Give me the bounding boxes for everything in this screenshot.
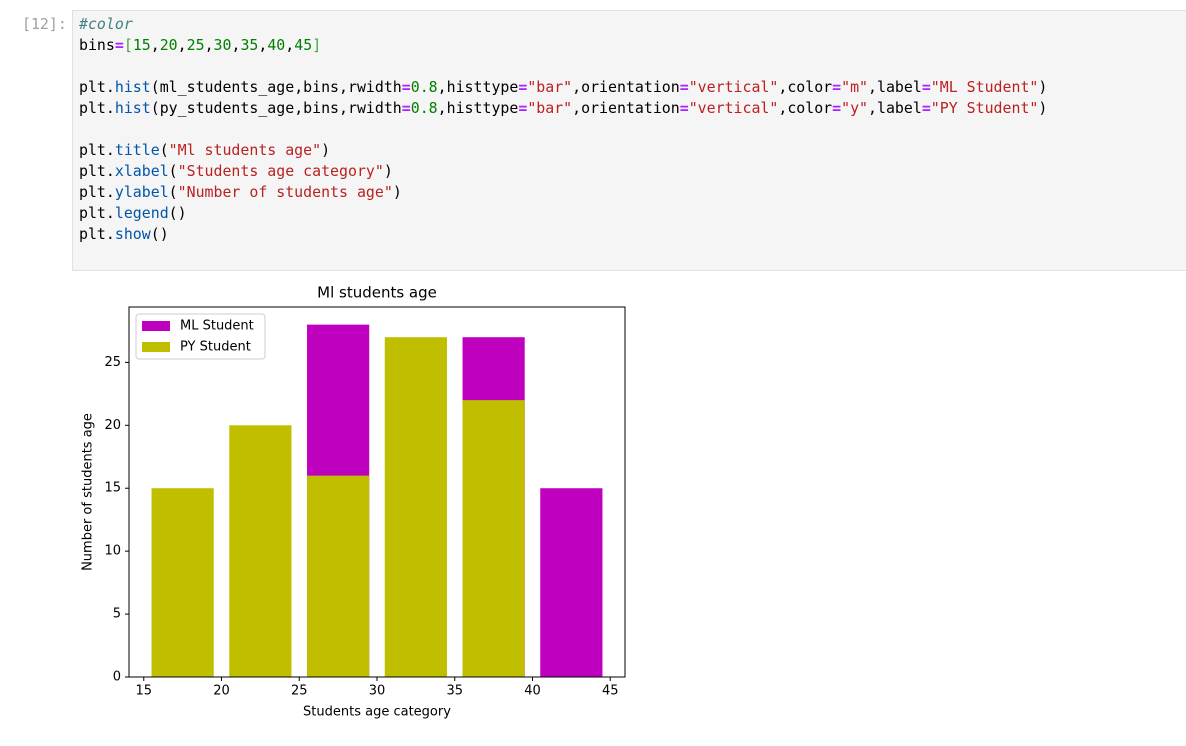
code-line: plt.ylabel("Number of students age") xyxy=(79,183,402,201)
y-tick-label: 25 xyxy=(104,355,121,370)
code-line: plt.title("Ml students age") xyxy=(79,141,331,159)
x-tick-label: 25 xyxy=(291,684,308,699)
legend-swatch xyxy=(142,321,170,331)
y-tick-label: 20 xyxy=(104,418,121,433)
code-line: plt.legend() xyxy=(79,204,187,222)
code-cell[interactable] xyxy=(72,10,1186,271)
y-tick-label: 10 xyxy=(104,544,121,559)
code: #color bins=[15,20,25,30,35,40,45] plt.his… xyxy=(79,14,1047,266)
y-tick-label: 0 xyxy=(113,670,121,685)
bar xyxy=(384,337,447,677)
code-block: plt.hist(ml_students_age,bins,rwidth=0.8… xyxy=(79,77,1047,119)
chart: 15 20 25 30 35 40 45 0 5 10 15 20 25 Ml students age S… xyxy=(81,284,626,720)
code-line: bins=[15,20,25,30,35,40,45] xyxy=(79,36,322,54)
legend-label: PY Student xyxy=(180,340,251,355)
y-tick-label: 15 xyxy=(104,481,121,496)
x-axis-label: Students age category xyxy=(303,705,451,720)
code-block: plt.title("Ml students age") plt.xlabel("… xyxy=(79,140,1047,245)
x-tick-label: 15 xyxy=(135,684,152,699)
code-line: plt.hist(py_students_age,bins,rwidth=0.8… xyxy=(79,99,1048,117)
y-tick-label: 5 xyxy=(113,607,121,622)
x-tick-label: 30 xyxy=(369,684,386,699)
code-line: #color xyxy=(79,15,133,33)
legend-swatch xyxy=(142,342,170,352)
legend: ML Student PY Student xyxy=(135,313,266,360)
bar xyxy=(462,400,525,677)
bar xyxy=(307,475,370,677)
x-tick-label: 20 xyxy=(213,684,230,699)
bar xyxy=(540,488,603,677)
bar xyxy=(229,425,292,677)
code-block: #color bins=[15,20,25,30,35,40,45] xyxy=(79,14,1047,56)
x-tick-label: 40 xyxy=(524,684,541,699)
code-line: plt.hist(ml_students_age,bins,rwidth=0.8… xyxy=(79,78,1048,96)
bar xyxy=(151,488,214,677)
chart-title: Ml students age xyxy=(317,284,437,302)
legend-label: ML Student xyxy=(180,319,254,334)
code-line: plt.show() xyxy=(79,225,169,243)
y-axis-label: Number of students age xyxy=(81,413,96,571)
cell-prompt: [12]: xyxy=(22,15,67,33)
code-line: plt.xlabel("Students age category") xyxy=(79,162,393,180)
x-tick-label: 45 xyxy=(602,684,619,699)
x-tick-label: 35 xyxy=(446,684,463,699)
